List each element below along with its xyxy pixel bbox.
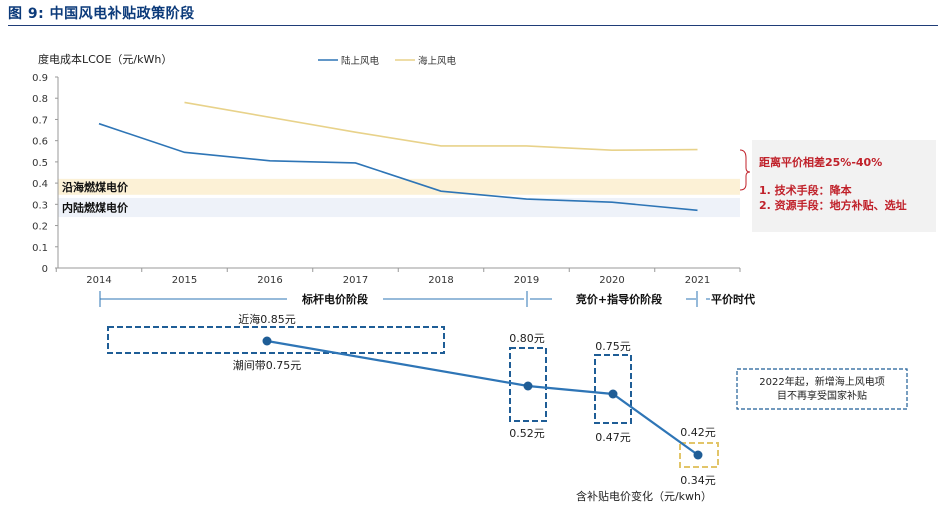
annotation-line-1: 2. 资源手段：地方补贴、选址 (759, 198, 907, 212)
phase-label-2: 平价时代 (711, 292, 755, 306)
bracket (739, 149, 751, 191)
y-tick-label-9: 0.9 (32, 73, 48, 84)
subsidy-point-0 (262, 336, 272, 346)
x-tick-label-5: 2019 (514, 275, 539, 286)
y-tick-label-6: 0.6 (32, 137, 48, 148)
subsidy-point-3 (693, 450, 703, 460)
y-tick-label-5: 0.5 (32, 158, 48, 169)
phase-label-0: 标杆电价阶段 (301, 292, 368, 306)
series-line-1 (184, 101, 698, 152)
note-line-0: 2022年起，新增海上风电项 (759, 375, 884, 388)
subsidy-point-1 (523, 381, 533, 391)
subsidy-label-low-0: 潮间带0.75元 (233, 358, 302, 372)
subsidy-label-low-3: 0.34元 (680, 474, 716, 487)
legend-label-1: 海上风电 (418, 55, 457, 67)
subsidy-line (266, 339, 699, 456)
subsidy-label-high-0: 近海0.85元 (238, 312, 296, 326)
phase-label-1: 竞价+指导价阶段 (576, 292, 662, 306)
series-lines (98, 101, 698, 212)
subsidy-label-high-3: 0.42元 (680, 426, 716, 439)
price-band-label-0: 沿海燃煤电价 (62, 180, 129, 194)
axes: 0 0.1 0.2 0.3 0.4 0.5 0.6 0.7 0.8 0.9 2014 2015 2016… (32, 73, 741, 286)
subsidy-label-low-1: 0.52元 (509, 427, 545, 440)
note-line-1: 目不再享受国家补贴 (777, 389, 867, 402)
y-tick-label-0: 0 (42, 264, 48, 275)
y-tick-label-4: 0.4 (32, 179, 48, 190)
x-tick-label-0: 2014 (86, 275, 111, 286)
x-tick-label-6: 2020 (599, 275, 624, 286)
y-tick-label-3: 0.3 (32, 200, 48, 211)
y-tick-label-8: 0.8 (32, 94, 48, 105)
gap-annotation: 距离平价相差25%-40% 1. 技术手段：降本2. 资源手段：地方补贴、选址 (739, 140, 936, 232)
x-tick-label-3: 2017 (343, 275, 368, 286)
subsidy-caption: 含补贴电价变化（元/kwh） (576, 489, 712, 503)
y-axis-label: 度电成本LCOE（元/kWh） (38, 52, 172, 66)
figure-title: 图 9: 中国风电补贴政策阶段 (8, 6, 195, 22)
price-band-1 (58, 197, 740, 218)
annotation-bg (752, 140, 936, 232)
legend: 陆上风电 海上风电 (318, 55, 457, 67)
x-tick-label-2: 2016 (257, 275, 282, 286)
annotation-title: 距离平价相差25%-40% (759, 155, 882, 169)
series-line-0 (98, 122, 698, 212)
y-tick-label-2: 0.2 (32, 222, 48, 233)
annotation-line-0: 1. 技术手段：降本 (759, 183, 852, 197)
subsidy-box-2 (594, 354, 632, 424)
subsidy-label-high-2: 0.75元 (595, 340, 631, 353)
y-tick-label-1: 0.1 (32, 243, 48, 254)
title-divider (8, 25, 938, 26)
note-box (736, 368, 908, 410)
price-band-0 (58, 178, 740, 195)
subsidy-label-high-1: 0.80元 (509, 332, 545, 345)
subsidy-label-low-2: 0.47元 (595, 431, 631, 444)
phase-timeline: 标杆电价阶段 竞价+指导价阶段 平价时代 (99, 291, 755, 307)
y-tick-label-7: 0.7 (32, 115, 48, 126)
x-tick-label-1: 2015 (172, 275, 197, 286)
x-tick-label-4: 2018 (428, 275, 453, 286)
subsidy-box-3 (679, 442, 719, 468)
subsidy-box-0 (107, 326, 445, 354)
legend-label-0: 陆上风电 (341, 55, 380, 67)
subsidy-box-1 (509, 347, 547, 422)
price-band-label-1: 内陆燃煤电价 (62, 201, 129, 215)
x-tick-label-7: 2021 (685, 275, 710, 286)
subsidy-point-2 (608, 389, 618, 399)
